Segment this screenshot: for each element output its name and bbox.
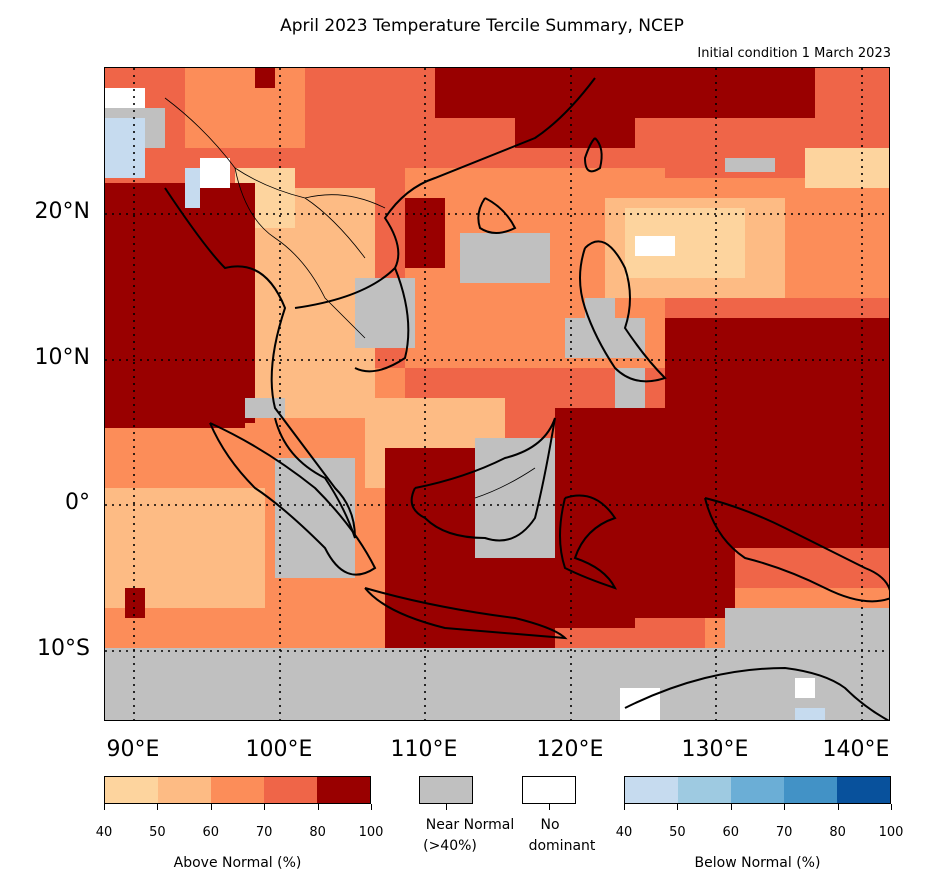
above-normal-tick-mark bbox=[210, 804, 212, 810]
below-normal-segment bbox=[731, 777, 784, 803]
lon-label-100e: 100°E bbox=[245, 737, 313, 762]
no-dominant-zones bbox=[105, 88, 815, 720]
above-normal-tick-label: 80 bbox=[309, 825, 326, 840]
below-normal-tick-label: 70 bbox=[775, 825, 793, 840]
above-normal-segment bbox=[317, 777, 370, 803]
country-borders bbox=[164, 97, 536, 499]
no-dominant-label-2: dominant bbox=[528, 838, 596, 854]
below-normal-tick-mark bbox=[624, 804, 625, 810]
lat-label-10s: 10°S bbox=[37, 636, 90, 661]
below-normal-label: Below Normal (%) bbox=[694, 855, 821, 871]
above-normal-colorbar bbox=[104, 776, 371, 804]
near-normal-label-2: (>40%) bbox=[423, 838, 477, 854]
sw-near-tick-mark bbox=[446, 804, 447, 810]
above-normal-segment bbox=[211, 777, 264, 803]
lon-label-90e: 90°E bbox=[106, 737, 160, 762]
map-canvas bbox=[105, 68, 889, 720]
above-normal-tick-mark bbox=[371, 804, 372, 810]
lon-label-120e: 120°E bbox=[536, 737, 604, 762]
near-normal-swatch bbox=[419, 776, 473, 804]
below-normal-segment bbox=[837, 777, 890, 803]
map-title: April 2023 Temperature Tercile Summary, … bbox=[280, 16, 684, 36]
coastlines bbox=[164, 77, 889, 720]
below-normal-tick-label: 50 bbox=[669, 825, 686, 840]
above-normal-segment bbox=[105, 777, 158, 803]
above-normal-tick-mark bbox=[264, 804, 266, 810]
no-dominant-label-1: No bbox=[540, 817, 560, 833]
above-normal-tick-label: 60 bbox=[202, 825, 220, 840]
lon-label-110e: 110°E bbox=[390, 737, 458, 762]
above-normal-tick-label: 100 bbox=[358, 825, 384, 840]
below-normal-tick-label: 100 bbox=[878, 825, 904, 840]
above-normal-tick-label: 40 bbox=[95, 825, 113, 840]
below-normal-colorbar bbox=[624, 776, 891, 804]
above-normal-tick-mark bbox=[104, 804, 105, 810]
above-normal-tick-mark bbox=[317, 804, 319, 810]
below-normal-segment bbox=[625, 777, 678, 803]
below-normal-tick-mark bbox=[730, 804, 732, 810]
lon-label-130e: 130°E bbox=[681, 737, 749, 762]
below-normal-tick-label: 60 bbox=[722, 825, 740, 840]
initial-condition-subtitle: Initial condition 1 March 2023 bbox=[697, 46, 891, 61]
above-normal-tick-label: 50 bbox=[149, 825, 166, 840]
forecast-map bbox=[104, 67, 890, 721]
below-normal-tick-mark bbox=[677, 804, 679, 810]
lat-label-0: 0° bbox=[65, 490, 90, 515]
below-normal-zones bbox=[105, 118, 825, 720]
lat-label-20n: 20°N bbox=[34, 199, 90, 224]
lon-label-140e: 140°E bbox=[822, 737, 890, 762]
below-normal-tick-mark bbox=[837, 804, 839, 810]
no-dominant-swatch bbox=[522, 776, 576, 804]
below-normal-tick-mark bbox=[891, 804, 892, 810]
near-normal-label-1: Near Normal bbox=[425, 817, 515, 833]
graticule bbox=[105, 68, 889, 720]
above-normal-segment bbox=[158, 777, 211, 803]
sw-none-tick-mark bbox=[549, 804, 550, 810]
above-normal-tick-label: 70 bbox=[255, 825, 273, 840]
above-normal-tick-mark bbox=[157, 804, 159, 810]
near-normal-zones bbox=[105, 108, 889, 720]
below-normal-tick-label: 80 bbox=[829, 825, 846, 840]
below-normal-tick-label: 40 bbox=[615, 825, 633, 840]
above-normal-segment bbox=[264, 777, 317, 803]
above-normal-80-100-zones bbox=[105, 68, 889, 648]
lat-label-10n: 10°N bbox=[34, 345, 90, 370]
below-normal-segment bbox=[678, 777, 731, 803]
below-normal-segment bbox=[784, 777, 837, 803]
below-normal-tick-mark bbox=[784, 804, 786, 810]
above-normal-label: Above Normal (%) bbox=[173, 855, 302, 871]
